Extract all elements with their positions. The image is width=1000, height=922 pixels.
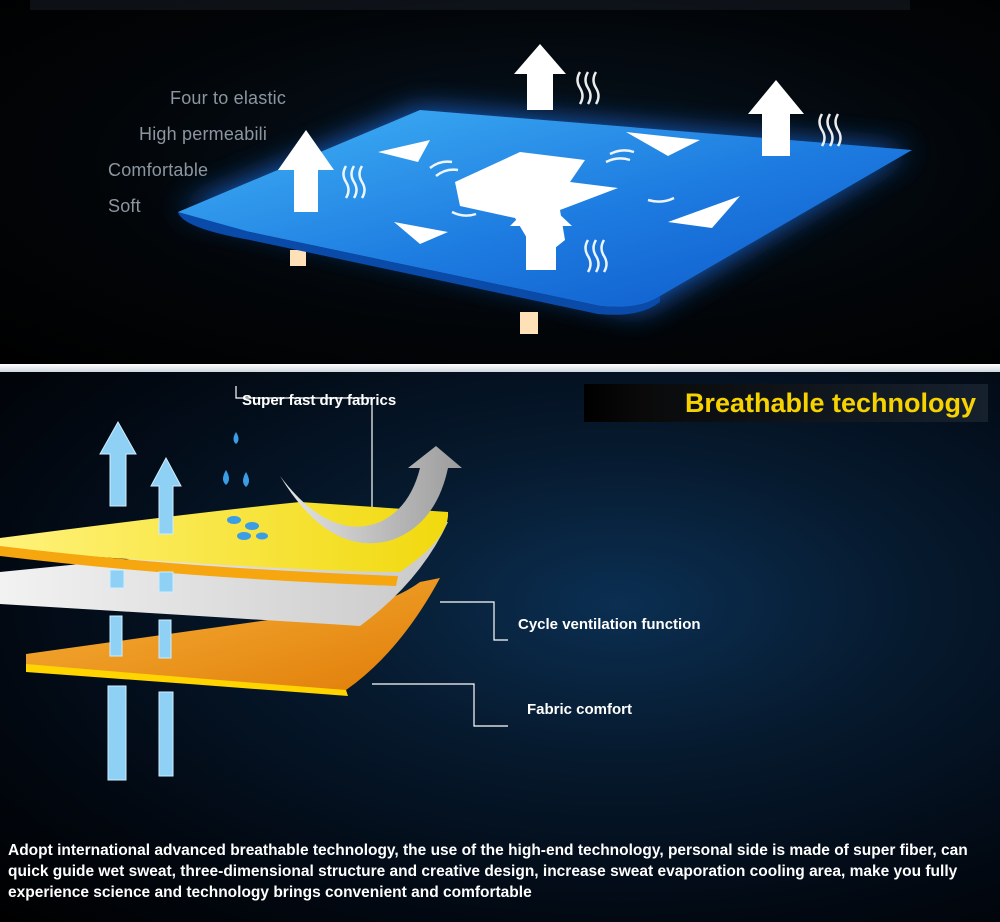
yellow-layer-edge (0, 546, 398, 586)
panel-divider (0, 364, 1000, 372)
label-connector-lines (235, 386, 508, 727)
breathable-layers-illustration (0, 386, 508, 781)
stretch-fabric-illustration (30, 0, 912, 334)
feature-four-to-elastic: Four to elastic (170, 88, 287, 108)
fabric-leg-left (290, 250, 306, 266)
evaporation-curve-arrow-icon (280, 446, 462, 544)
vapor-arrow-icons (99, 420, 182, 781)
up-arrow-icons (278, 44, 804, 270)
description-text: Adopt international advanced breathable … (8, 842, 968, 901)
water-drop-icons (223, 432, 268, 540)
heat-wave-icons (342, 71, 842, 273)
feature-comfortable: Comfortable (108, 160, 209, 180)
label-cycle-ventilation: Cycle ventilation function (518, 616, 701, 633)
feature-soft: Soft (108, 196, 141, 216)
top-panel: Four to elastic High permeabili Comforta… (0, 0, 1000, 364)
feature-high-permeability: High permeabili (139, 124, 268, 144)
label-super-fast-dry: Super fast dry fabrics (242, 392, 397, 409)
headline-breathable-technology: Breathable technology (584, 384, 988, 422)
orange-layer-edge (26, 664, 348, 696)
label-fabric-comfort: Fabric comfort (527, 701, 633, 718)
faded-title-fragment (30, 0, 910, 10)
bottom-panel: Super fast dry fabrics Breathable techno… (0, 372, 1000, 922)
fabric-layer-yellow (0, 502, 449, 572)
fabric-layer-orange (26, 578, 440, 691)
fabric-leg-front (520, 312, 538, 334)
